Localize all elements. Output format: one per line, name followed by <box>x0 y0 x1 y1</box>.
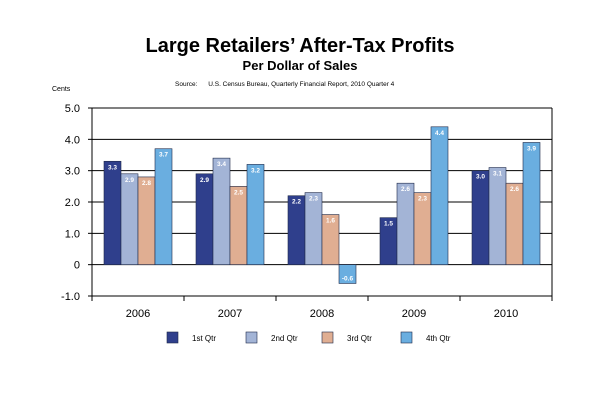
legend-label: 4th Qtr <box>426 334 451 343</box>
data-label: 3.4 <box>217 161 226 168</box>
bar <box>430 126 449 265</box>
x-tick-label: 2008 <box>310 308 334 320</box>
bar <box>505 182 524 265</box>
data-label: 2.8 <box>142 180 151 187</box>
data-label: 3.3 <box>108 164 117 171</box>
y-tick-label: 4.0 <box>65 134 80 146</box>
data-labels: 3.3 2.9 2.8 3.7 2.9 3.4 2.5 3.2 2.2 2.3 1.6 -0.6 1.5… <box>108 130 536 283</box>
y-axis-ticks: 5.0 4.0 3.0 2.0 1.0 0 -1.0 <box>61 103 92 303</box>
x-tick-label: 2007 <box>218 308 242 320</box>
data-label: 2.5 <box>234 189 243 196</box>
data-label: 2.3 <box>309 196 318 203</box>
x-tick-label: 2006 <box>126 308 150 320</box>
legend-swatch <box>166 331 179 344</box>
legend-swatch <box>400 331 413 344</box>
data-label: 1.6 <box>326 218 335 225</box>
data-label: 2.2 <box>292 199 301 206</box>
legend-label: 2nd Qtr <box>271 334 298 343</box>
data-label: 2.9 <box>125 177 134 184</box>
bar <box>287 195 306 265</box>
data-label: -0.6 <box>342 275 354 282</box>
x-tick-label: 2010 <box>494 308 518 320</box>
x-tick-label: 2009 <box>402 308 426 320</box>
data-label: 3.1 <box>493 171 502 178</box>
y-tick-label: 5.0 <box>65 103 80 115</box>
bar <box>321 214 340 265</box>
legend-swatch <box>245 331 258 344</box>
bar <box>471 170 490 265</box>
data-label: 2.9 <box>200 177 209 184</box>
chart-title: Large Retailers’ After-Tax Profits <box>146 35 455 57</box>
bar <box>522 142 541 265</box>
y-axis-label: Cents <box>52 86 71 93</box>
bar <box>229 186 248 265</box>
bar <box>120 173 139 265</box>
legend-label: 3rd Qtr <box>347 334 372 343</box>
bar <box>154 148 173 265</box>
bar <box>304 192 323 265</box>
data-label: 3.7 <box>159 152 168 159</box>
y-tick-label: -1.0 <box>61 291 80 303</box>
legend: 1st Qtr 2nd Qtr 3rd Qtr 4th Qtr <box>166 331 451 344</box>
bar <box>103 160 122 265</box>
bar <box>195 173 214 265</box>
legend-swatch <box>321 331 334 344</box>
data-label: 1.5 <box>384 221 393 228</box>
y-tick-label: 3.0 <box>65 166 80 178</box>
data-label: 2.6 <box>510 186 519 193</box>
chart-subtitle: Per Dollar of Sales <box>243 58 358 73</box>
y-tick-label: 2.0 <box>65 197 80 209</box>
y-tick-label: 1.0 <box>65 228 80 240</box>
data-label: 4.4 <box>435 130 444 137</box>
legend-label: 1st Qtr <box>192 334 216 343</box>
bar <box>488 167 507 265</box>
y-tick-label: 0 <box>74 260 80 272</box>
data-label: 2.3 <box>418 196 427 203</box>
bar <box>396 182 415 265</box>
axes <box>91 108 553 297</box>
bar <box>338 264 357 284</box>
bars <box>103 126 541 284</box>
data-label: 2.6 <box>401 186 410 193</box>
bar <box>413 192 432 265</box>
bar <box>137 176 156 265</box>
data-label: 3.9 <box>527 145 536 152</box>
bar <box>246 164 265 265</box>
bar <box>212 157 231 265</box>
data-label: 3.0 <box>476 174 485 181</box>
x-axis-ticks: 2006 2007 2008 2009 2010 <box>91 296 553 320</box>
data-label: 3.2 <box>251 167 260 174</box>
chart-source: Source: U.S. Census Bureau, Quarterly Fi… <box>175 81 395 88</box>
